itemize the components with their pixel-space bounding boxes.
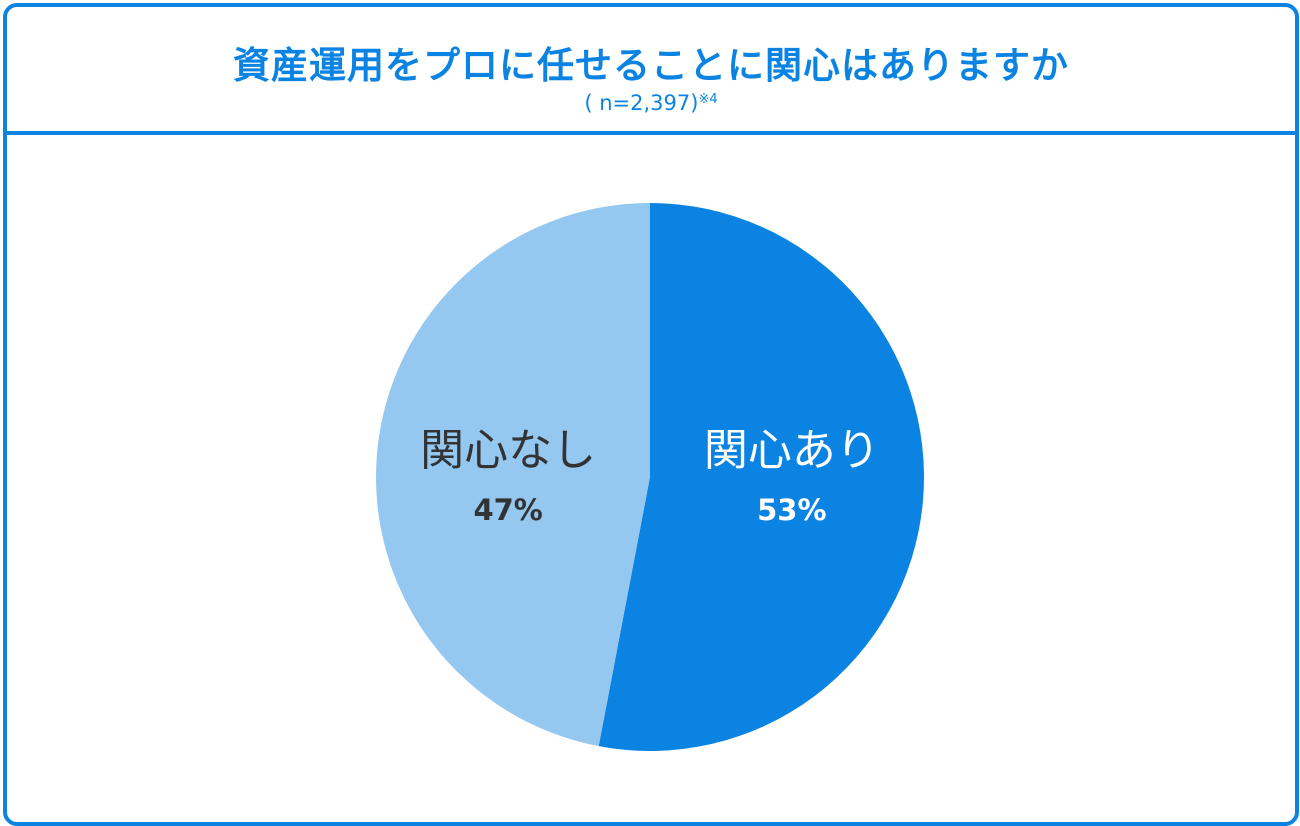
slice-not-interested: [376, 203, 650, 747]
slice-interested-label: 関心あり: [704, 425, 880, 476]
slice-not-interested-label: 関心なし: [420, 425, 596, 476]
chart-subtitle: ( n=2,397)※4: [7, 91, 1295, 115]
slice-interested: [598, 203, 925, 751]
slice-interested-value: 53%: [757, 493, 826, 527]
footnote-mark: ※4: [698, 92, 718, 107]
chart-header: 資産運用をプロに任せることに関心はありますか ( n=2,397)※4: [7, 7, 1295, 135]
slice-not-interested-value: 47%: [473, 493, 542, 527]
sample-size: ( n=2,397): [584, 91, 699, 115]
chart-title: 資産運用をプロに任せることに関心はありますか: [233, 44, 1069, 87]
